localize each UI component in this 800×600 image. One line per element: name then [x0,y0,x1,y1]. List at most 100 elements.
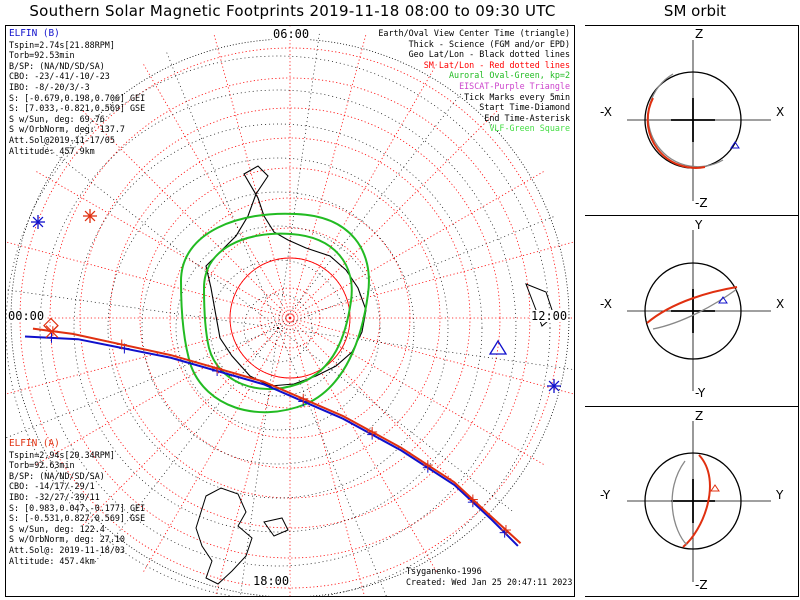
legend-item: VLF-Green Square [489,123,570,134]
legend-item: Start Time-Diamond [479,102,570,113]
elfin-a-line: B/SP: (NA/ND/SD/SA) [9,470,105,481]
elfin-a-end-asterisk [84,210,96,222]
elfin-a-start-cross [45,325,59,339]
south-america-coastline [195,487,253,585]
elfin-a-name: ELFIN (A) [9,438,60,449]
auroral-oval-outer [179,212,370,414]
sm-lon-line [34,317,291,466]
sm-lon-line [6,317,291,395]
elfin-b-line: Altitude: 457.9km [9,145,95,156]
legend-item: End Time-Asterisk [484,112,570,123]
auroral-oval-inner [202,232,353,391]
sm-pole-circle [229,257,351,379]
axis-label-left: -X [600,297,612,311]
elfin-a-line: S: [-0.531,0.827,0.569] GSE [9,513,146,524]
axis-label-bottom: -Z [695,578,708,592]
sm-lon-line [142,317,291,574]
geo-lat-circle [243,293,313,363]
elfin-a-line: Torb=92.63min [9,460,75,471]
sm-lon-line [289,109,499,319]
elfin-b-line: Att.Sol@2019-11-17/05 [9,134,115,145]
legend: Earth/Oval View Center Time (triangle) T… [378,28,570,134]
elfin-a-line: IBO: -32/27/-39/11 [9,491,100,502]
orbit-triangle [710,484,720,492]
elfin-b-line: CBO: -23/-41/-10/-23 [9,71,110,82]
sm-orbit-xz-plot [627,40,771,201]
elfin-b-line: S w/OrbNorm, deg: 137.7 [9,124,125,135]
geo-lon-line [277,215,557,329]
elfin-a-line: S: [0.983,0.047,-0.177] GEI [9,502,146,513]
elfin-a-line: S w/OrbNorm, deg: 27.10 [9,534,125,545]
sm-lon-line [289,317,574,395]
elfin-b-line: B/SP: (NA/ND/SD/SA) [9,60,105,71]
sm-lon-line [6,241,291,319]
legend-item: Thick - Science (FGM and/or EPD) [408,38,570,49]
elfin-b-name: ELFIN (B) [9,28,60,39]
elfin-a-orbit [682,454,711,548]
sm-lon-line [81,109,291,319]
elfin-b-orbit [671,460,688,546]
sm-lon-line [289,62,438,319]
time-label-top: 06:00 [272,27,311,41]
elfin-a-orbit [646,286,738,324]
elfin-b-line: Torb=92.53min [9,50,75,61]
page-title: Southern Solar Magnetic Footprints 2019-… [29,2,556,20]
earth-circle [644,262,742,360]
axis-label-left: -X [600,105,612,119]
elfin-a-track [32,327,522,544]
falkland-islands [263,517,289,537]
model-label: Tsyganenko-1996 [406,566,482,576]
sm-orbit-xy-plot [627,230,771,391]
credits: Tsyganenko-1996 Created: Wed Jan 25 20:4… [406,566,572,587]
geo-lat-circle [107,157,449,499]
elfin-a-line: Tspin=2.94s[20.34RPM] [9,449,115,460]
axis-label-top: Z [695,27,704,41]
elfin-b-info: ELFIN (B) Tspin=2.74s[21.88RPM] Torb=92.… [9,28,146,156]
elfin-a-line: CBO: -14/17/-29/1 [9,481,95,492]
elfin-a-info: ELFIN (A) Tspin=2.94s[20.34RPM] Torb=92.… [9,438,146,566]
legend-item: Earth/Oval View Center Time (triangle) [378,28,570,38]
sm-lon-line [213,32,291,319]
elfin-a-line: Att.Sol@: 2019-11-18/03 [9,544,125,555]
axis-label-bottom: -Y [695,386,706,400]
axis-label-top: Y [695,218,703,232]
elfin-b-line: S: [-0.679,0.198,0.706] GEI [9,92,146,103]
elfin-b-line: S w/Sun, deg: 69.76 [9,113,105,124]
elfin-b-line: IBO: -8/-20/3/-3 [9,81,90,92]
elfin-b-line: S: [7.033,-0.821,0.569] GSE [9,103,146,114]
geo-lat-circle [175,225,381,431]
sm-lon-line [289,317,365,596]
axis-label-top: Z [695,409,704,423]
sm-lat-circle [139,167,441,469]
elfin-a-orbit [646,97,706,169]
orbit-triangle [730,141,740,149]
axis-label-right: X [776,297,785,311]
sm-lon-line [81,317,291,527]
legend-item: Auroral Oval-Green, kp=2 [448,70,570,81]
created-label: Created: Wed Jan 25 20:47:11 2023 [406,576,573,587]
geo-lat-circle [39,89,517,567]
geo-lat-circle [141,191,415,465]
legend-item: Tick Marks every 5min [464,91,570,102]
footprint-map-panel: 06:00 00:00 12:00 18:00 ELFIN (B) Tspin=… [5,25,575,597]
axis-label-left: -Y [600,488,611,502]
earth-circle [644,452,742,550]
legend-item: EISCAT-Purple Triangle [459,80,570,91]
time-label-bottom: 18:00 [252,574,291,588]
sm-orbit-yz-plot [627,421,771,582]
sm-orbit-yz-panel: Z -Z -Y Y [585,406,799,597]
sm-lon-line [289,241,574,319]
sm-lon-line [289,32,367,319]
sm-orbit-title: SM orbit [663,2,727,20]
elfin-b-orbit [652,288,738,330]
geo-lon-line [41,143,279,329]
sm-lon-line [289,170,546,319]
geo-lat-circle [73,123,483,533]
antarctica-coastline [205,165,367,387]
geo-lon-line [6,327,279,439]
axis-label-bottom: -Z [695,196,708,210]
orbit-triangle [718,296,728,304]
geo-lon-line [277,327,515,513]
time-label-left: 00:00 [7,309,46,323]
geo-lon-line [277,30,321,329]
